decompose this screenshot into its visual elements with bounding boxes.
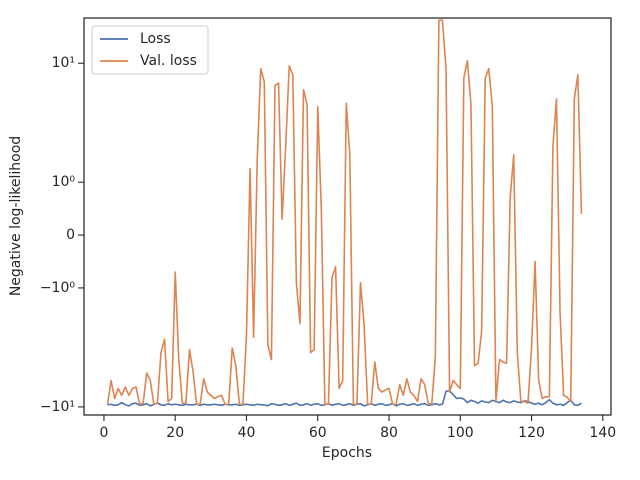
x-tick-label: 20 xyxy=(166,425,184,441)
y-tick-label: 10⁰ xyxy=(52,174,76,190)
legend-label: Loss xyxy=(140,31,171,47)
series-line xyxy=(107,389,582,407)
y-tick-label: 10¹ xyxy=(52,55,75,71)
x-tick-label: 120 xyxy=(518,425,545,441)
legend-label: Val. loss xyxy=(140,53,197,69)
legend-box xyxy=(91,25,209,75)
y-axis-label: Negative log-likelihood xyxy=(8,136,24,296)
x-tick-label: 0 xyxy=(99,425,108,441)
x-axis-label: Epochs xyxy=(322,445,372,461)
y-tick-label: −10⁰ xyxy=(40,280,76,296)
x-tick-label: 100 xyxy=(447,425,474,441)
x-tick-label: 40 xyxy=(238,425,256,441)
x-tick-label: 80 xyxy=(380,425,398,441)
y-tick-label: −10¹ xyxy=(40,399,75,415)
x-tick-label: 140 xyxy=(589,425,616,441)
y-tick-label: 0 xyxy=(66,227,75,243)
x-tick-label: 60 xyxy=(309,425,327,441)
series-line xyxy=(106,19,583,406)
axes-frame xyxy=(83,17,612,416)
legend: Loss Val. loss xyxy=(91,25,209,75)
